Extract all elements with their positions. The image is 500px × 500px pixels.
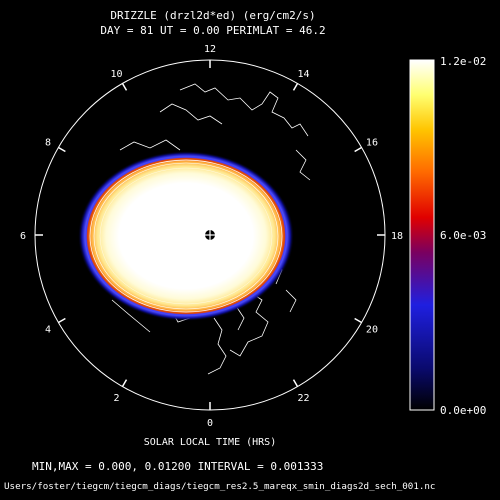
colorbar-tick-max: 1.2e-02 (440, 55, 486, 68)
lt-label-12: 12 (204, 44, 216, 55)
plot-subtitle: DAY = 81 UT = 0.00 PERIMLAT = 46.2 (100, 24, 325, 37)
local-time-ticks (35, 60, 385, 410)
colorbar-tick-mid: 6.0e-03 (440, 229, 486, 242)
lt-label-8: 8 (45, 138, 51, 149)
lt-label-14: 14 (297, 69, 309, 80)
lt-tick-16 (354, 146, 362, 153)
lt-tick-20 (354, 317, 362, 324)
lt-label-10: 10 (110, 69, 122, 80)
lt-label-2: 2 (113, 393, 119, 404)
minmax-readout: MIN,MAX = 0.000, 0.01200 INTERVAL = 0.00… (32, 460, 323, 473)
contour-core (99, 167, 273, 305)
x-axis-label: SOLAR LOCAL TIME (HRS) (144, 437, 276, 448)
colorbar-tick-min: 0.0e+00 (440, 404, 486, 417)
file-path: Users/foster/tiegcm/tiegcm_diags/tiegcm_… (4, 481, 435, 492)
drizzle-oval (78, 151, 294, 321)
lt-tick-4 (58, 317, 66, 324)
lt-label-0: 0 (207, 418, 213, 429)
lt-label-6: 6 (20, 231, 26, 242)
lt-label-4: 4 (45, 325, 51, 336)
lt-tick-10 (121, 83, 128, 91)
lt-tick-2 (121, 379, 128, 387)
lt-tick-8 (58, 146, 66, 153)
lt-label-22: 22 (297, 393, 309, 404)
contour-mid (89, 159, 283, 313)
lt-label-18: 18 (391, 231, 403, 242)
lt-tick-22 (292, 379, 299, 387)
contour-inner (93, 162, 279, 310)
pole-marker-icon (203, 228, 217, 242)
lt-label-20: 20 (366, 325, 378, 336)
lt-label-16: 16 (366, 138, 378, 149)
colorbar (409, 59, 435, 411)
plot-title: DRIZZLE (drzl2d*ed) (erg/cm2/s) (110, 9, 315, 22)
lt-tick-14 (292, 83, 299, 91)
contour-outer (85, 156, 287, 316)
